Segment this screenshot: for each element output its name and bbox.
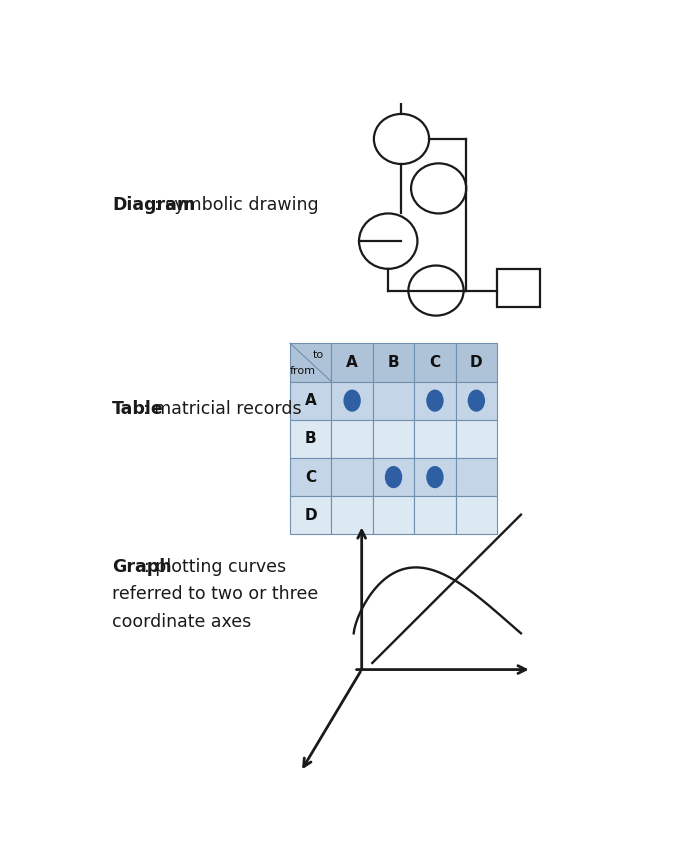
Text: C: C (305, 470, 316, 484)
Bar (332, 382, 373, 419)
Bar (373, 419, 414, 458)
Bar (414, 458, 456, 496)
Bar (290, 343, 332, 382)
Text: from: from (290, 366, 315, 376)
Bar (290, 419, 332, 458)
Text: Table: Table (112, 401, 164, 419)
Bar (456, 343, 497, 382)
Text: B: B (305, 431, 316, 446)
Bar (373, 343, 414, 382)
Ellipse shape (343, 389, 361, 412)
Bar (373, 496, 414, 534)
Bar (290, 496, 332, 534)
Text: A: A (305, 393, 316, 408)
Bar (414, 496, 456, 534)
Text: : symbolic drawing: : symbolic drawing (153, 196, 319, 214)
Ellipse shape (385, 466, 402, 488)
Bar (373, 382, 414, 419)
Ellipse shape (468, 389, 485, 412)
Text: coordinate axes: coordinate axes (112, 613, 251, 631)
Text: : matricial records: : matricial records (143, 401, 301, 419)
Text: Diagram: Diagram (112, 196, 195, 214)
Bar (332, 343, 373, 382)
Bar (332, 458, 373, 496)
Text: : plotting curves: : plotting curves (144, 557, 286, 575)
Text: D: D (304, 508, 317, 523)
Text: referred to two or three: referred to two or three (112, 586, 319, 603)
Text: D: D (470, 355, 483, 370)
Bar (332, 496, 373, 534)
Bar (332, 419, 373, 458)
Bar (414, 343, 456, 382)
Bar (414, 382, 456, 419)
Text: A: A (346, 355, 358, 370)
Bar (290, 458, 332, 496)
Text: to: to (312, 350, 324, 360)
Bar (497, 269, 540, 307)
Ellipse shape (426, 389, 444, 412)
Text: Graph: Graph (112, 557, 172, 575)
Bar (456, 496, 497, 534)
Bar (456, 458, 497, 496)
Bar (456, 382, 497, 419)
Bar (290, 382, 332, 419)
Bar (373, 458, 414, 496)
Text: C: C (429, 355, 440, 370)
Bar (414, 419, 456, 458)
Ellipse shape (426, 466, 444, 488)
Bar (456, 419, 497, 458)
Text: B: B (388, 355, 399, 370)
